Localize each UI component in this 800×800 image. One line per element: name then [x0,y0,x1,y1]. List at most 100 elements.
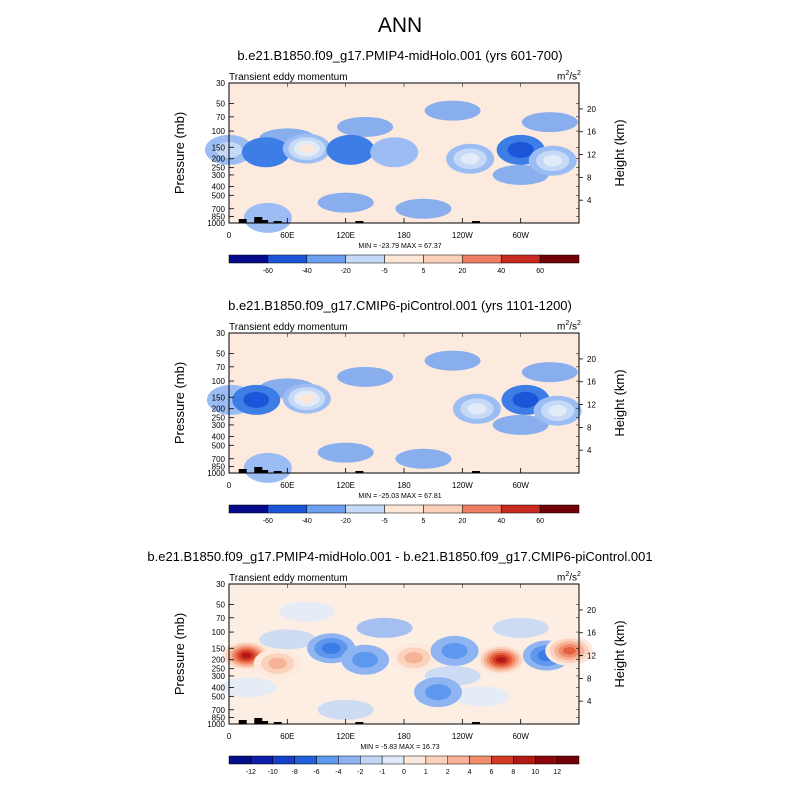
colorbar-swatch [316,755,339,765]
x-tick-label: 60E [280,231,294,240]
colorbar-swatch [306,254,346,264]
colorbar-label: 1 [424,769,428,776]
height-tick-label: 12 [587,401,596,410]
x-tick-label: 120E [336,732,355,741]
y-tick-label: 250 [212,414,226,423]
y-tick-label: 70 [216,614,225,623]
topography-bar [260,470,269,473]
colorbar-swatch [306,504,346,514]
background-contour-patch [220,677,277,698]
colorbar-label: 8 [511,769,515,776]
colorbar-swatch [462,504,502,514]
y-tick-label: 100 [212,628,226,637]
background-contour-patch [317,192,374,213]
x-tick-label: 60W [512,732,529,741]
x-tick-label: 120W [452,231,473,240]
contour-feature [446,143,495,174]
y-tick-label: 200 [212,155,226,164]
y-tick-label: 300 [212,672,226,681]
background-contour-patch [337,366,394,387]
colorbar-swatch [539,254,580,264]
y-tick-label: 30 [216,580,225,589]
height-tick-label: 12 [587,652,596,661]
topography-bar [355,722,364,724]
topography-bar [472,221,481,223]
y-tick-label: 300 [212,171,226,180]
colorbar-swatch [384,254,424,264]
height-tick-label: 8 [587,674,592,683]
contour-feature [341,644,390,675]
colorbar-swatch [491,755,514,765]
colorbar-swatch [267,254,308,264]
x-tick-label: 120W [452,732,473,741]
topography-bar [273,471,282,473]
colorbar-swatch [539,504,580,514]
colorbar-label: 5 [421,268,425,275]
colorbar-swatch [345,504,385,514]
contour-feature [528,145,577,176]
colorbar-swatch [228,755,252,765]
colorbar-swatch [423,504,463,514]
y-tick-label: 150 [212,143,226,152]
x-tick-label: 180 [397,231,411,240]
background-contour-patch [492,414,549,435]
colorbar-label: -10 [268,769,278,776]
y-tick-label: 70 [216,363,225,372]
y-tick-label: 150 [212,644,226,653]
y-tick-label: 850 [212,463,226,472]
contour-feature [253,648,302,679]
y-axis-label: Pressure (mb) [172,362,187,444]
variable-label: Transient eddy momentum [229,322,348,333]
colorbar-label: 60 [536,268,544,275]
contour-feature [477,644,526,675]
y-tick-label: 200 [212,656,226,665]
right-axis-label: Height (km) [612,620,627,687]
colorbar-label: -5 [381,518,387,525]
x-tick-label: 60E [280,481,294,490]
topography-bar [355,471,364,473]
colorbar-label: 6 [490,769,494,776]
background-contour-patch [395,448,452,469]
right-axis-label: Height (km) [612,369,627,436]
contour-feature [414,677,463,708]
topography-bar [254,217,263,223]
background-contour-patch [356,617,413,638]
height-tick-label: 4 [587,196,592,205]
topography-bar [260,220,269,223]
topography-bar [238,219,247,223]
background-contour-patch [317,699,374,720]
topography-bar [472,471,481,473]
colorbar-swatch [267,504,308,514]
y-axis-label: Pressure (mb) [172,613,187,695]
colorbar-label: -40 [302,518,312,525]
topography-bar [238,469,247,473]
colorbar-label: -60 [263,518,273,525]
colorbar-swatch [447,755,470,765]
colorbar-swatch [500,504,541,514]
topography-bar [238,720,247,724]
x-tick-label: 0 [227,231,232,240]
height-tick-label: 8 [587,173,592,182]
colorbar-label: 4 [468,769,472,776]
height-tick-label: 16 [587,128,596,137]
colorbar: -60 -40 -20 -5 5 20 40 60 [228,254,580,275]
y-tick-label: 1000 [207,720,225,729]
colorbar-label: -12 [246,769,256,776]
y-tick-label: 400 [212,683,226,692]
y-tick-label: 500 [212,441,226,450]
colorbar-label: -60 [263,268,273,275]
background-contour-patch [278,601,335,622]
variable-label: Transient eddy momentum [229,573,348,584]
height-tick-label: 20 [587,105,596,114]
contour-feature [389,642,438,673]
y-tick-label: 50 [216,600,225,609]
background-contour-patch [521,362,578,383]
colorbar-swatch [403,755,427,765]
topography-bar [355,221,364,223]
colorbar-swatch [469,755,492,765]
colorbar: -12 -10 -8 -6 -4 -2 -1 0 1 2 4 6 8 10 12 [228,755,580,776]
y-tick-label: 700 [212,205,226,214]
y-tick-label: 1000 [207,469,225,478]
